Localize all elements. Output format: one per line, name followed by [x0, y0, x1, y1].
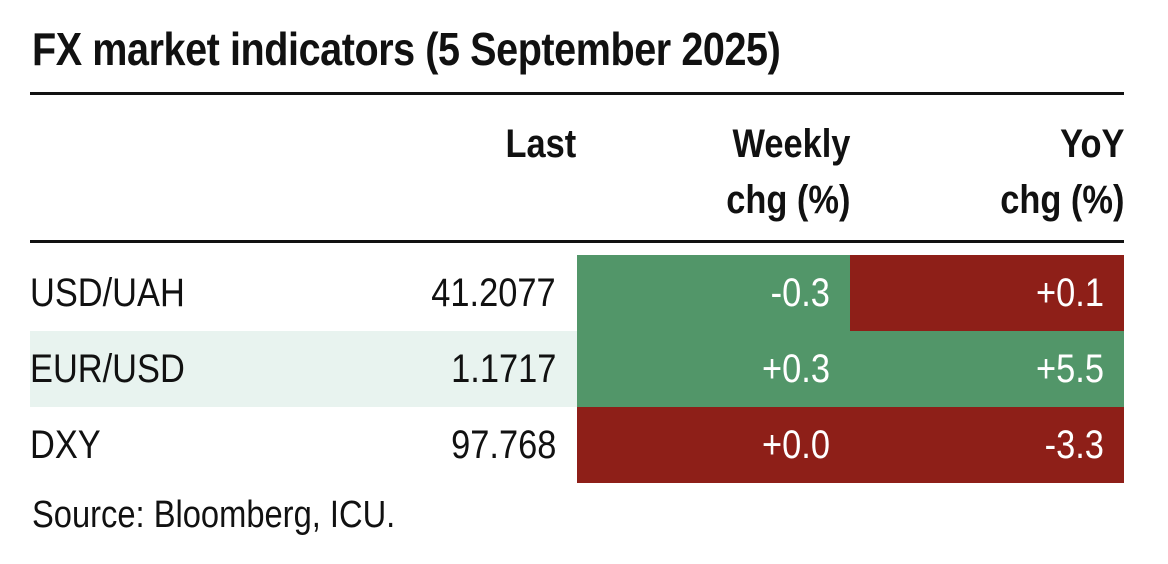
column-header-yoy: YoY chg (%) — [1000, 116, 1124, 228]
table-title: FX market indicators (5 September 2025) — [32, 23, 781, 75]
column-header-last-label: Last — [505, 122, 576, 166]
column-header-weekly-line1: Weekly — [732, 122, 850, 166]
source-note: Source: Bloomberg, ICU. — [32, 494, 396, 536]
weekly-change-cell: -0.3 — [577, 255, 850, 331]
column-header-yoy-line2: chg (%) — [999, 178, 1124, 222]
table-row-eur-usd: EUR/USD 1.1717 +0.3 +5.5 — [30, 331, 1124, 407]
column-header-weekly-line2: chg (%) — [725, 178, 850, 222]
row-label: DXY — [30, 423, 101, 467]
yoy-change-cell: +5.5 — [850, 331, 1124, 407]
table-row-dxy: DXY 97.768 +0.0 -3.3 — [30, 407, 1124, 483]
yoy-change-cell: +0.1 — [850, 255, 1124, 331]
column-header-last: Last — [505, 116, 576, 172]
last-value: 1.1717 — [450, 347, 556, 391]
row-label: USD/UAH — [30, 271, 185, 315]
table-row-usd-uah: USD/UAH 41.2077 -0.3 +0.1 — [30, 255, 1124, 331]
yoy-change-cell: -3.3 — [850, 407, 1124, 483]
weekly-change-cell: +0.0 — [577, 407, 850, 483]
column-header-yoy-line1: YoY — [1059, 122, 1124, 166]
last-value: 41.2077 — [431, 271, 556, 315]
column-header-weekly: Weekly chg (%) — [726, 116, 850, 228]
header-rule — [30, 240, 1124, 243]
last-value: 97.768 — [450, 423, 556, 467]
weekly-change-cell: +0.3 — [577, 331, 850, 407]
top-rule — [30, 92, 1124, 95]
row-label: EUR/USD — [30, 347, 185, 391]
